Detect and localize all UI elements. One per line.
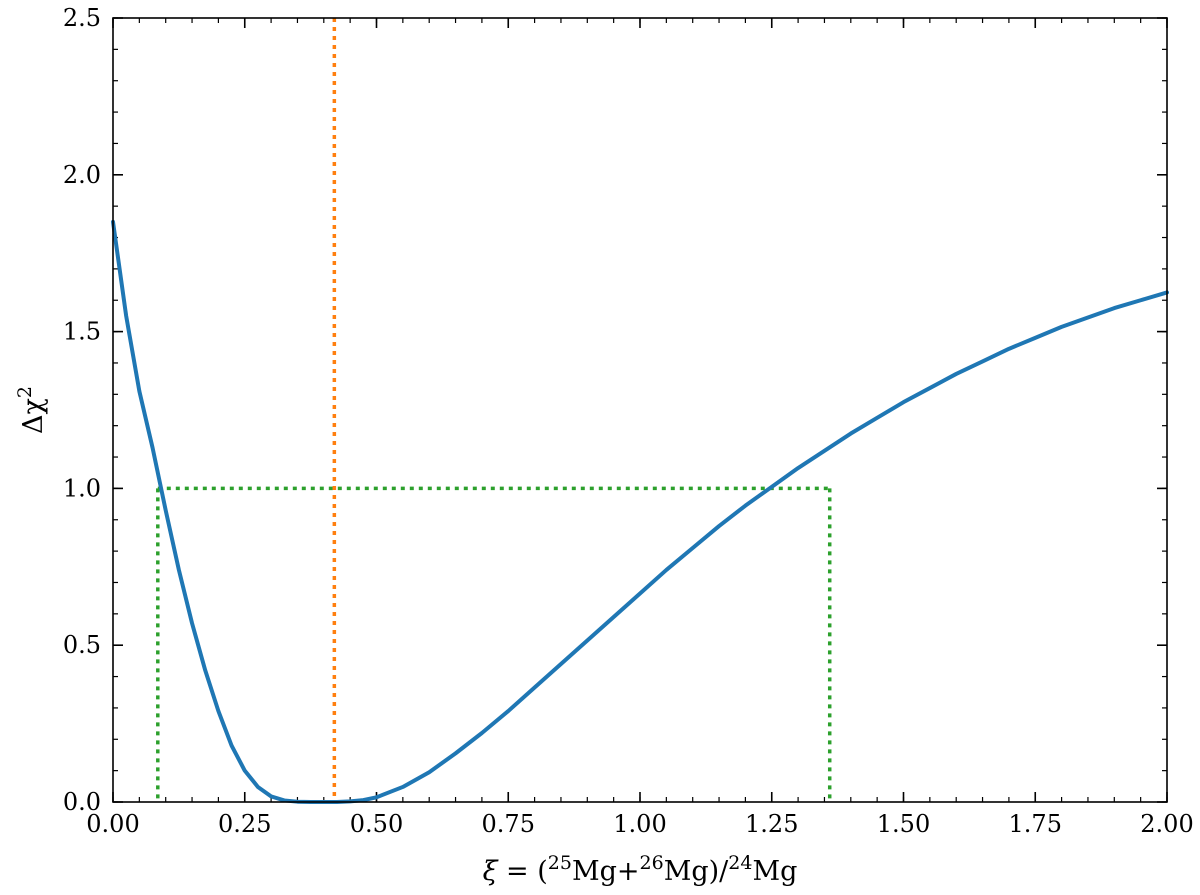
x-tick-label: 0.25 (218, 810, 271, 838)
y-axis-tick-labels: 0.0 0.5 1.0 1.5 2.0 2.5 (63, 4, 101, 816)
x-axis-label-isotope2: 26 (640, 852, 664, 874)
y-axis-label-sup: 2 (14, 386, 36, 398)
x-tick-label: 1.25 (745, 810, 798, 838)
x-tick-label: 0.75 (482, 810, 535, 838)
y-tick-label: 1.0 (63, 474, 101, 502)
x-axis-label-isotope1: 25 (548, 852, 572, 874)
x-tick-label: 2.00 (1140, 810, 1193, 838)
y-axis-label-base: Δχ (18, 398, 49, 434)
y-axis-ticks (113, 17, 1167, 803)
plot-frame (112, 17, 1168, 803)
x-tick-label: 1.50 (877, 810, 930, 838)
x-axis-label-text3: Mg (752, 856, 797, 887)
x-axis-label-isotope3: 24 (728, 852, 752, 874)
y-axis-label: Δχ2 (14, 386, 49, 434)
x-axis-label-text1: Mg+ (572, 856, 640, 887)
y-tick-label: 1.5 (63, 318, 101, 346)
x-tick-label: 1.75 (1009, 810, 1062, 838)
y-tick-label: 0.5 (63, 631, 101, 659)
x-axis-label-symbol: ξ (483, 856, 499, 887)
x-axis-ticks (112, 18, 1168, 802)
delta-chi2-curve (111, 219, 1169, 804)
x-axis-label-eq: = ( (497, 856, 547, 887)
x-axis-label-text2: Mg)/ (664, 856, 729, 887)
x-axis-tick-labels: 0.00 0.25 0.50 0.75 1.00 1.25 1.50 1.75 2.00 (86, 810, 1193, 838)
y-tick-label: 0.0 (63, 788, 101, 816)
x-axis-label: ξ = (25Mg+26Mg)/24Mg (483, 852, 798, 887)
plot-marks (111, 18, 1169, 804)
x-tick-label: 0.00 (86, 810, 139, 838)
y-tick-label: 2.0 (63, 161, 101, 189)
y-tick-label: 2.5 (63, 4, 101, 32)
x-tick-label: 0.50 (350, 810, 403, 838)
x-tick-label: 1.00 (613, 810, 666, 838)
